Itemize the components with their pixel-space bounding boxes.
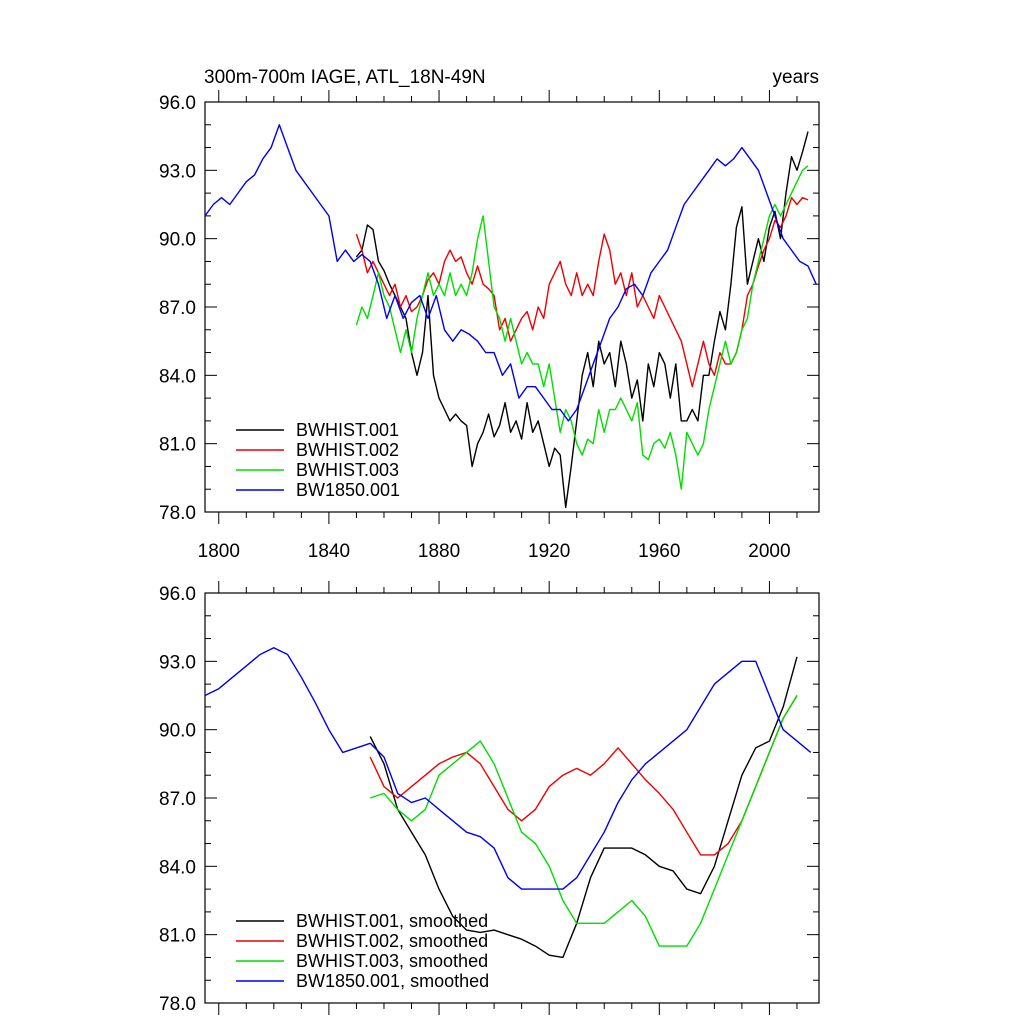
y-tick-label: 81.0 xyxy=(159,926,196,947)
series-line-bwhist-002 xyxy=(355,196,809,388)
legend-label: BWHIST.003, smoothed xyxy=(296,951,488,971)
y-tick-label: 96.0 xyxy=(159,584,196,605)
y-tick-label: 87.0 xyxy=(159,298,196,319)
legend-label: BWHIST.001, smoothed xyxy=(296,911,488,931)
top-panel: 300m-700m IAGE, ATL_18N-49N years 78.0 81… xyxy=(159,67,820,562)
x-tick-label: 2000 xyxy=(748,541,790,562)
y-tick-label: 78.0 xyxy=(159,994,196,1015)
y-tick-label: 93.0 xyxy=(159,161,196,182)
x-tick-label: 1960 xyxy=(638,541,680,562)
y-tick-label: 78.0 xyxy=(159,503,196,524)
series-line-bw1850-001 xyxy=(204,124,817,422)
legend-label: BWHIST.001 xyxy=(296,420,399,440)
y-tick-label: 93.0 xyxy=(159,652,196,673)
y-tick-label: 90.0 xyxy=(159,230,196,251)
series-line-bwhist-003 xyxy=(369,695,798,947)
series-line-bwhist-002 xyxy=(369,695,798,856)
x-tick-label: 1880 xyxy=(418,541,460,562)
legend-label: BWHIST.002 xyxy=(296,440,399,460)
series-line-bw1850-001 xyxy=(204,647,812,890)
series-line-bwhist-003 xyxy=(355,165,809,490)
x-tick-label: 1840 xyxy=(308,541,350,562)
y-tick-label: 84.0 xyxy=(159,857,196,878)
legend-label: BWHIST.002, smoothed xyxy=(296,931,488,951)
legend-label: BW1850.001, smoothed xyxy=(296,971,489,991)
x-tick-label: 1920 xyxy=(528,541,570,562)
y-tick-label: 90.0 xyxy=(159,721,196,742)
top-chart-units: years xyxy=(773,67,819,88)
y-tick-label: 87.0 xyxy=(159,789,196,810)
top-chart-title: 300m-700m IAGE, ATL_18N-49N xyxy=(204,67,486,88)
y-tick-label: 84.0 xyxy=(159,366,196,387)
x-tick-label: 1800 xyxy=(198,541,240,562)
y-tick-label: 96.0 xyxy=(159,93,196,114)
series-line-bwhist-001 xyxy=(355,131,809,509)
legend-label: BW1850.001 xyxy=(296,480,400,500)
legend-label: BWHIST.003 xyxy=(296,460,399,480)
bottom-panel: 78.0 81.0 84.0 87.0 90.0 93.0 96.0 BWHIST.001,… xyxy=(159,581,820,1015)
series-line-bwhist-001 xyxy=(369,656,798,959)
y-tick-label: 81.0 xyxy=(159,435,196,456)
